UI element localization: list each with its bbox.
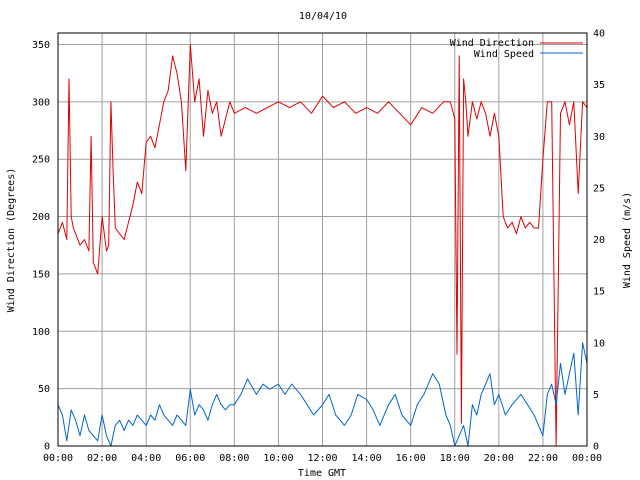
x-tick-label: 14:00 [352, 453, 382, 464]
legend: Wind Direction Wind Speed [450, 38, 583, 60]
y-tick-label: 250 [32, 155, 50, 166]
x-tick-label: 10:00 [263, 453, 293, 464]
x-tick-label: 18:00 [440, 453, 470, 464]
y-tick-label: 0 [44, 442, 50, 453]
wind-direction-line [57, 44, 588, 447]
y2-tick-label: 40 [593, 29, 605, 40]
y2-tick-label: 10 [593, 338, 605, 349]
x-tick-label: 22:00 [528, 453, 558, 464]
y-tick-label: 200 [32, 212, 50, 223]
wind-speed-line [57, 342, 588, 447]
legend-label-wind-direction: Wind Direction [450, 38, 534, 49]
grid [58, 33, 587, 446]
y-axis-ticks: 0 50 100 150 200 250 300 350 [32, 40, 50, 453]
y2-tick-label: 0 [593, 442, 599, 453]
x-tick-label: 16:00 [396, 453, 426, 464]
y2-tick-label: 35 [593, 80, 605, 91]
y2-tick-label: 5 [593, 390, 599, 401]
y-tick-label: 150 [32, 269, 50, 280]
plot-frame [57, 32, 588, 447]
x-tick-label: 08:00 [219, 453, 249, 464]
x-tick-label: 00:00 [43, 453, 73, 464]
y2-tick-label: 15 [593, 287, 605, 298]
y-tick-label: 100 [32, 327, 50, 338]
plot-series [57, 44, 588, 447]
x-tick-label: 20:00 [484, 453, 514, 464]
x-axis-ticks: 00:00 02:00 04:00 06:00 08:00 10:00 12:00 14:00… [43, 453, 602, 464]
x-tick-label: 02:00 [87, 453, 117, 464]
x-tick-label: 12:00 [307, 453, 337, 464]
x-tick-label: 06:00 [175, 453, 205, 464]
x-tick-label: 00:00 [572, 453, 602, 464]
legend-label-wind-speed: Wind Speed [474, 49, 534, 60]
y2-axis-ticks: 0 5 10 15 20 25 30 35 40 [593, 29, 605, 453]
y2-axis-label: Wind Speed (m/s) [622, 192, 633, 288]
y2-tick-label: 30 [593, 132, 605, 143]
y2-tick-label: 20 [593, 235, 605, 246]
chart-title: 10/04/10 [299, 11, 347, 22]
x-tick-label: 04:00 [131, 453, 161, 464]
y2-tick-label: 25 [593, 183, 605, 194]
y-tick-label: 300 [32, 97, 50, 108]
x-axis-label: Time GMT [298, 468, 346, 479]
y-tick-label: 350 [32, 40, 50, 51]
y-tick-label: 50 [38, 384, 50, 395]
y-axis-label: Wind Direction (Degrees) [6, 168, 17, 313]
